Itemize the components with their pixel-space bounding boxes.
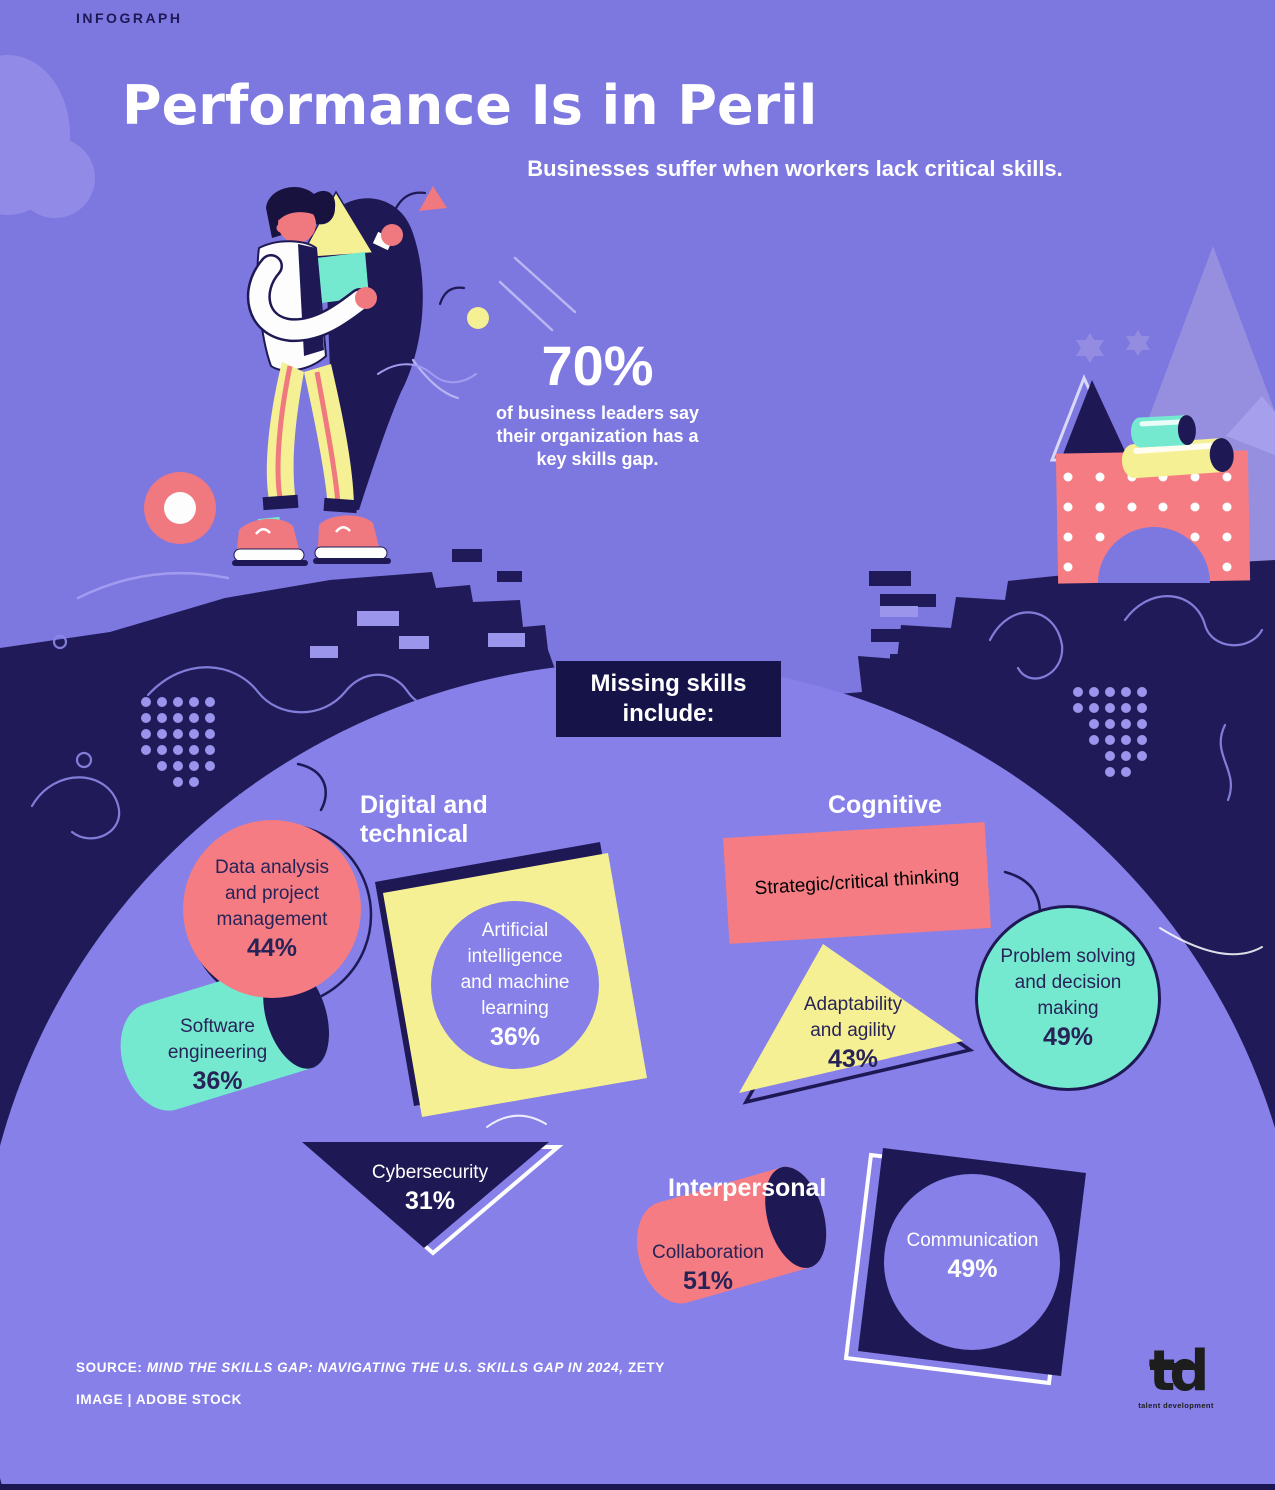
infograph-tag: INFOGRAPH [76,10,183,26]
category-interpersonal: Interpersonal [668,1174,827,1202]
banner-line: include: [622,700,715,727]
source-line: SOURCE: MIND THE SKILLS GAP: NAVIGATING … [76,1360,665,1375]
source-title: MIND THE SKILLS GAP: NAVIGATING THE U.S.… [146,1360,624,1375]
banner-line: Missing skills [590,670,747,697]
td-logo-text: td [1148,1339,1210,1404]
category-digital-technical: Digital and technical [360,791,488,849]
source-prefix: SOURCE: [76,1360,147,1375]
dot-grid-left [141,697,215,787]
skill-value: 36% [192,1067,243,1095]
ring-icon [144,472,216,544]
skill-label-line: Data analysis [214,857,330,878]
skill-data-analysis: Data analysis and project management 44% [183,820,361,998]
skill-label-line: Problem solving [1000,946,1136,967]
skill-value: 31% [404,1187,456,1215]
skill-value: 43% [827,1045,879,1073]
skill-label-line: Adaptability [803,994,903,1015]
td-logo-tagline: talent development [1138,1401,1214,1410]
skill-communication: Communication 49% [880,1228,1065,1284]
skill-label-line: engineering [167,1042,268,1063]
collaboration-cylinder-shape [637,1166,827,1304]
skill-collaboration: Collaboration 51% [618,1240,798,1296]
pink-triangle-deco [419,186,447,211]
cybersecurity-triangle-shape [302,1142,564,1256]
cloud-shape [0,55,95,218]
td-logo-crossbar [1150,1363,1194,1370]
stat-line: their organization has a [496,426,699,446]
skill-software-engineering: Software engineering 36% [115,1014,320,1096]
category-line: technical [360,820,469,848]
td-logo: td talent development [1136,1344,1216,1411]
skill-label-line: Cybersecurity [371,1162,489,1183]
stat-value: 70% [541,334,654,397]
skill-label-line: and agility [810,1020,896,1041]
star-icon [1076,330,1150,363]
arch-building [1049,374,1251,584]
skill-label-line: Artificial [481,920,549,941]
dot-grid-right [1073,687,1147,777]
skill-strategic-thinking: Strategic/critical thinking [723,822,991,944]
skill-value: 36% [489,1023,541,1051]
source-suffix: ZETY [623,1360,665,1375]
person-illustration [232,186,423,566]
motion-arcs [76,191,1263,1128]
skill-label-line: making [1037,998,1099,1019]
skill-label-line: learning [481,998,549,1019]
skill-value: 49% [947,1255,998,1283]
image-credit: IMAGE | ADOBE STOCK [76,1392,242,1407]
skill-value: 49% [1042,1023,1094,1051]
communication-square-shape [843,1148,1086,1386]
bottom-edge-strip [0,1484,1275,1490]
page-subtitle: Businesses suffer when workers lack crit… [527,156,1063,181]
skill-label-line: and project [224,883,319,904]
yellow-dot [467,307,489,329]
td-logo-mark: td [1136,1344,1216,1400]
ai-square-shape [375,842,647,1117]
stat-line: key skills gap. [536,449,659,469]
headline-stat: 70% of business leaders say their organi… [455,338,740,471]
skill-ai-ml: Artificial intelligence and machine lear… [420,918,610,1052]
skill-value: 44% [246,934,298,962]
skill-cybersecurity: Cybersecurity 31% [330,1160,530,1216]
adaptability-triangle-shape [739,944,975,1105]
skill-label-line: and machine [460,972,570,993]
skill-label-line: and decision [1014,972,1122,993]
skill-problem-solving: Problem solving and decision making 49% [975,905,1161,1091]
category-line: Digital and [360,791,488,819]
category-cognitive: Cognitive [828,791,942,819]
stat-line: of business leaders say [495,403,700,423]
skill-label-line: management [216,909,328,930]
page-title: Performance Is in Peril [122,74,818,137]
brick-pixels [310,549,936,667]
missing-skills-banner: Missing skills include: [556,661,781,737]
skill-label-line: Strategic/critical thinking [754,865,960,900]
skill-label-line: Collaboration [652,1242,764,1263]
skill-label-line: intelligence [467,946,563,967]
skill-adaptability: Adaptability and agility 43% [758,992,948,1074]
skill-label-line: Software [180,1016,255,1037]
skill-label-line: Communication [906,1230,1039,1251]
skill-value: 51% [682,1267,734,1295]
